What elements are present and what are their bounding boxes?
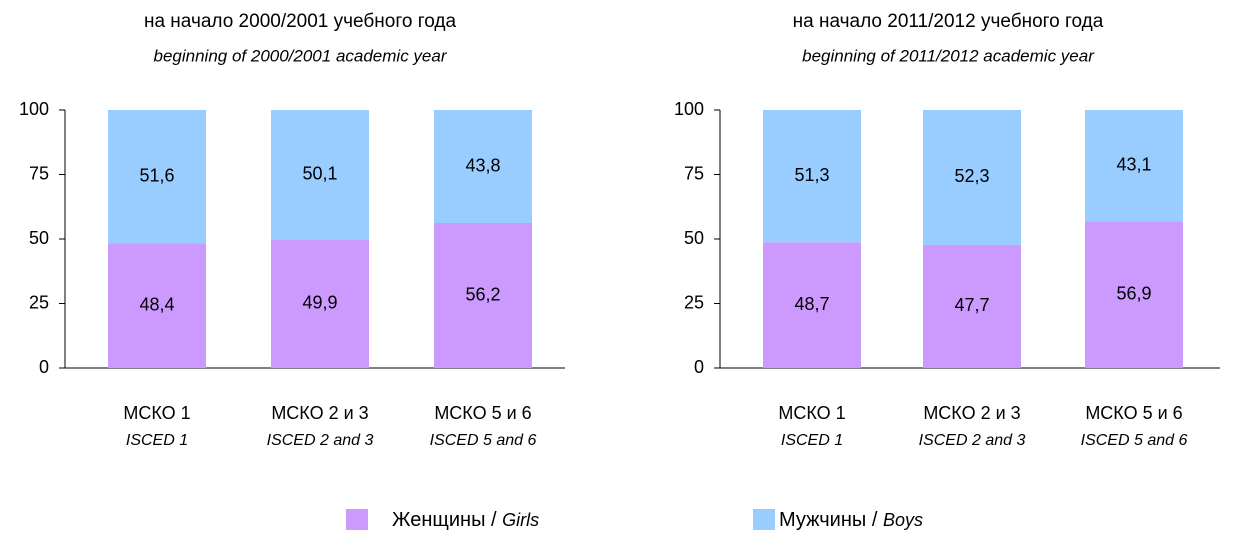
- chart-title: на начало 2000/2001 учебного года: [144, 11, 456, 32]
- y-tick-label: 0: [39, 357, 49, 377]
- legend-label: Мужчины / Boys: [779, 509, 923, 531]
- y-tick-label: 25: [684, 292, 704, 312]
- y-tick-label: 100: [19, 99, 49, 119]
- x-tick-sublabel: ISCED 5 and 6: [430, 432, 537, 449]
- bar-segment: [271, 110, 369, 240]
- bar-segment: [1085, 110, 1183, 222]
- x-tick-sublabel: ISCED 1: [781, 432, 843, 449]
- bar-segment: [763, 242, 861, 368]
- x-tick-label: МСКО 5 и 6: [434, 403, 531, 423]
- bar-segment: [271, 239, 369, 368]
- bar-segment: [923, 110, 1021, 245]
- bar-segment: [434, 110, 532, 224]
- data-label: 43,8: [465, 155, 500, 175]
- x-tick-label: МСКО 5 и 6: [1085, 403, 1182, 423]
- x-tick-sublabel: ISCED 2 and 3: [267, 432, 374, 449]
- bar-segment: [1085, 221, 1183, 368]
- data-label: 43,1: [1116, 154, 1151, 174]
- x-tick-sublabel: ISCED 2 and 3: [919, 432, 1026, 449]
- bar-segment: [434, 223, 532, 368]
- y-tick-label: 75: [29, 163, 49, 183]
- x-tick-sublabel: ISCED 5 and 6: [1081, 432, 1188, 449]
- data-label: 56,2: [465, 284, 500, 304]
- x-tick-label: МСКО 1: [778, 403, 845, 423]
- data-label: 52,3: [954, 166, 989, 186]
- legend-swatch: [753, 509, 775, 530]
- y-tick-label: 50: [29, 228, 49, 248]
- bar-segment: [923, 244, 1021, 368]
- data-label: 51,3: [794, 165, 829, 185]
- chart-title: на начало 2011/2012 учебного года: [793, 11, 1104, 32]
- chart-subtitle: beginning of 2000/2001 academic year: [154, 46, 448, 65]
- y-tick-label: 75: [684, 163, 704, 183]
- x-tick-label: МСКО 2 и 3: [923, 403, 1020, 423]
- bar-segment: [108, 110, 206, 244]
- x-tick-label: МСКО 2 и 3: [271, 403, 368, 423]
- y-tick-label: 50: [684, 228, 704, 248]
- data-label: 47,7: [954, 295, 989, 315]
- data-label: 50,1: [302, 163, 337, 183]
- y-tick-label: 0: [694, 357, 704, 377]
- x-tick-sublabel: ISCED 1: [126, 432, 188, 449]
- y-tick-label: 25: [29, 292, 49, 312]
- bar-segment: [108, 243, 206, 368]
- data-label: 49,9: [302, 292, 337, 312]
- bar-segment: [763, 110, 861, 243]
- legend-label: Женщины / Girls: [392, 509, 539, 531]
- data-label: 48,7: [794, 294, 829, 314]
- legend-swatch: [346, 509, 368, 530]
- x-tick-label: МСКО 1: [123, 403, 190, 423]
- y-tick-label: 100: [674, 99, 704, 119]
- data-label: 51,6: [139, 165, 174, 185]
- chart-subtitle: beginning of 2011/2012 academic year: [802, 46, 1095, 65]
- data-label: 56,9: [1116, 283, 1151, 303]
- data-label: 48,4: [139, 294, 174, 314]
